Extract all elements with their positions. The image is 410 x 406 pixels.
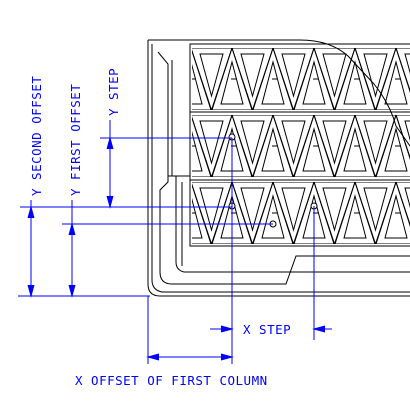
pattern-triangle [192, 115, 233, 177]
pattern-triangle [261, 60, 285, 105]
pattern-triangle [313, 115, 356, 177]
pattern-triangle [354, 115, 397, 177]
pattern-triangle [313, 182, 356, 244]
pattern-triangle [252, 48, 294, 110]
pattern-triangle [384, 194, 408, 239]
pattern-triangle [281, 187, 306, 232]
pattern-triangle [199, 120, 224, 165]
y-first-offset-label: Y FIRST OFFSET [68, 84, 83, 196]
pattern-triangle [261, 127, 285, 172]
y-step-label: Y STEP [106, 68, 121, 116]
pattern-triangle [363, 187, 388, 232]
pattern-triangle [211, 182, 253, 244]
pattern-triangle [192, 116, 212, 177]
pattern-triangle [363, 120, 388, 165]
pattern-triangle [192, 182, 233, 244]
pattern-triangle [192, 183, 212, 244]
pattern-triangle [272, 48, 315, 110]
pattern-cells [130, 48, 410, 244]
pattern-triangle [192, 48, 233, 110]
pattern-triangle [322, 53, 347, 98]
pattern-triangle [302, 127, 326, 172]
y-second-offset-label: Y SECOND OFFSET [29, 76, 44, 196]
pattern-triangle [192, 49, 212, 110]
pattern-triangle [293, 182, 335, 244]
pattern-triangle [272, 182, 315, 244]
pattern-triangle [192, 130, 203, 172]
pattern-triangle [139, 129, 161, 171]
pattern-triangle [159, 54, 182, 96]
pattern-triangle [240, 53, 265, 98]
pattern-triangle [293, 115, 335, 177]
pattern-triangle [240, 120, 265, 165]
pattern-triangle [199, 187, 224, 232]
pattern-triangle [130, 48, 170, 110]
pattern-triangle [199, 53, 224, 98]
pattern-triangle [192, 197, 203, 239]
pattern-triangle [281, 120, 306, 165]
pattern-triangle [322, 120, 347, 165]
dimension-lines [18, 120, 332, 364]
pattern-triangle [130, 115, 170, 177]
pattern-triangle [343, 194, 367, 239]
pattern-triangle [354, 48, 397, 110]
pattern-triangle [272, 115, 315, 177]
pattern-row [130, 182, 410, 244]
pattern-triangle [363, 53, 388, 98]
pattern-triangle [375, 48, 410, 110]
pattern-triangle [150, 48, 191, 110]
pattern-triangle [281, 53, 306, 98]
pattern-triangle [139, 62, 161, 104]
pattern-triangle [322, 187, 347, 232]
pattern-triangle [130, 182, 170, 244]
x-offset-first-column-label: X OFFSET OF FIRST COLUMN [75, 373, 268, 388]
pattern-triangle [354, 182, 397, 244]
x-step-label: X STEP [243, 322, 291, 337]
pattern-triangle [334, 48, 376, 110]
pattern-triangle [302, 60, 326, 105]
pattern-triangle [231, 115, 274, 177]
pattern-triangle [220, 60, 244, 105]
pattern-triangle [252, 182, 294, 244]
pattern-triangle [139, 196, 161, 238]
pattern-triangle [240, 187, 265, 232]
pattern-triangle [231, 48, 274, 110]
pattern-row [130, 115, 410, 177]
pattern-triangle [150, 115, 191, 177]
pattern-triangle [343, 60, 367, 105]
pattern-triangle [384, 127, 408, 172]
pattern-triangle [192, 63, 203, 105]
pattern-triangle [384, 60, 408, 105]
pattern-triangle [334, 182, 376, 244]
pattern-triangle [261, 194, 285, 239]
pattern-triangle [252, 115, 294, 177]
pattern-triangle [343, 127, 367, 172]
pattern-triangle [211, 48, 253, 110]
pattern-row [130, 48, 410, 110]
pattern-triangle [334, 115, 376, 177]
pattern-triangle [375, 115, 410, 177]
part-outline [147, 39, 410, 297]
pattern-triangle [159, 121, 182, 163]
pattern-triangle [375, 182, 410, 244]
pattern-triangle [293, 48, 335, 110]
pattern-triangle [150, 182, 191, 244]
pattern-triangle [231, 182, 274, 244]
pattern-triangle [211, 115, 253, 177]
